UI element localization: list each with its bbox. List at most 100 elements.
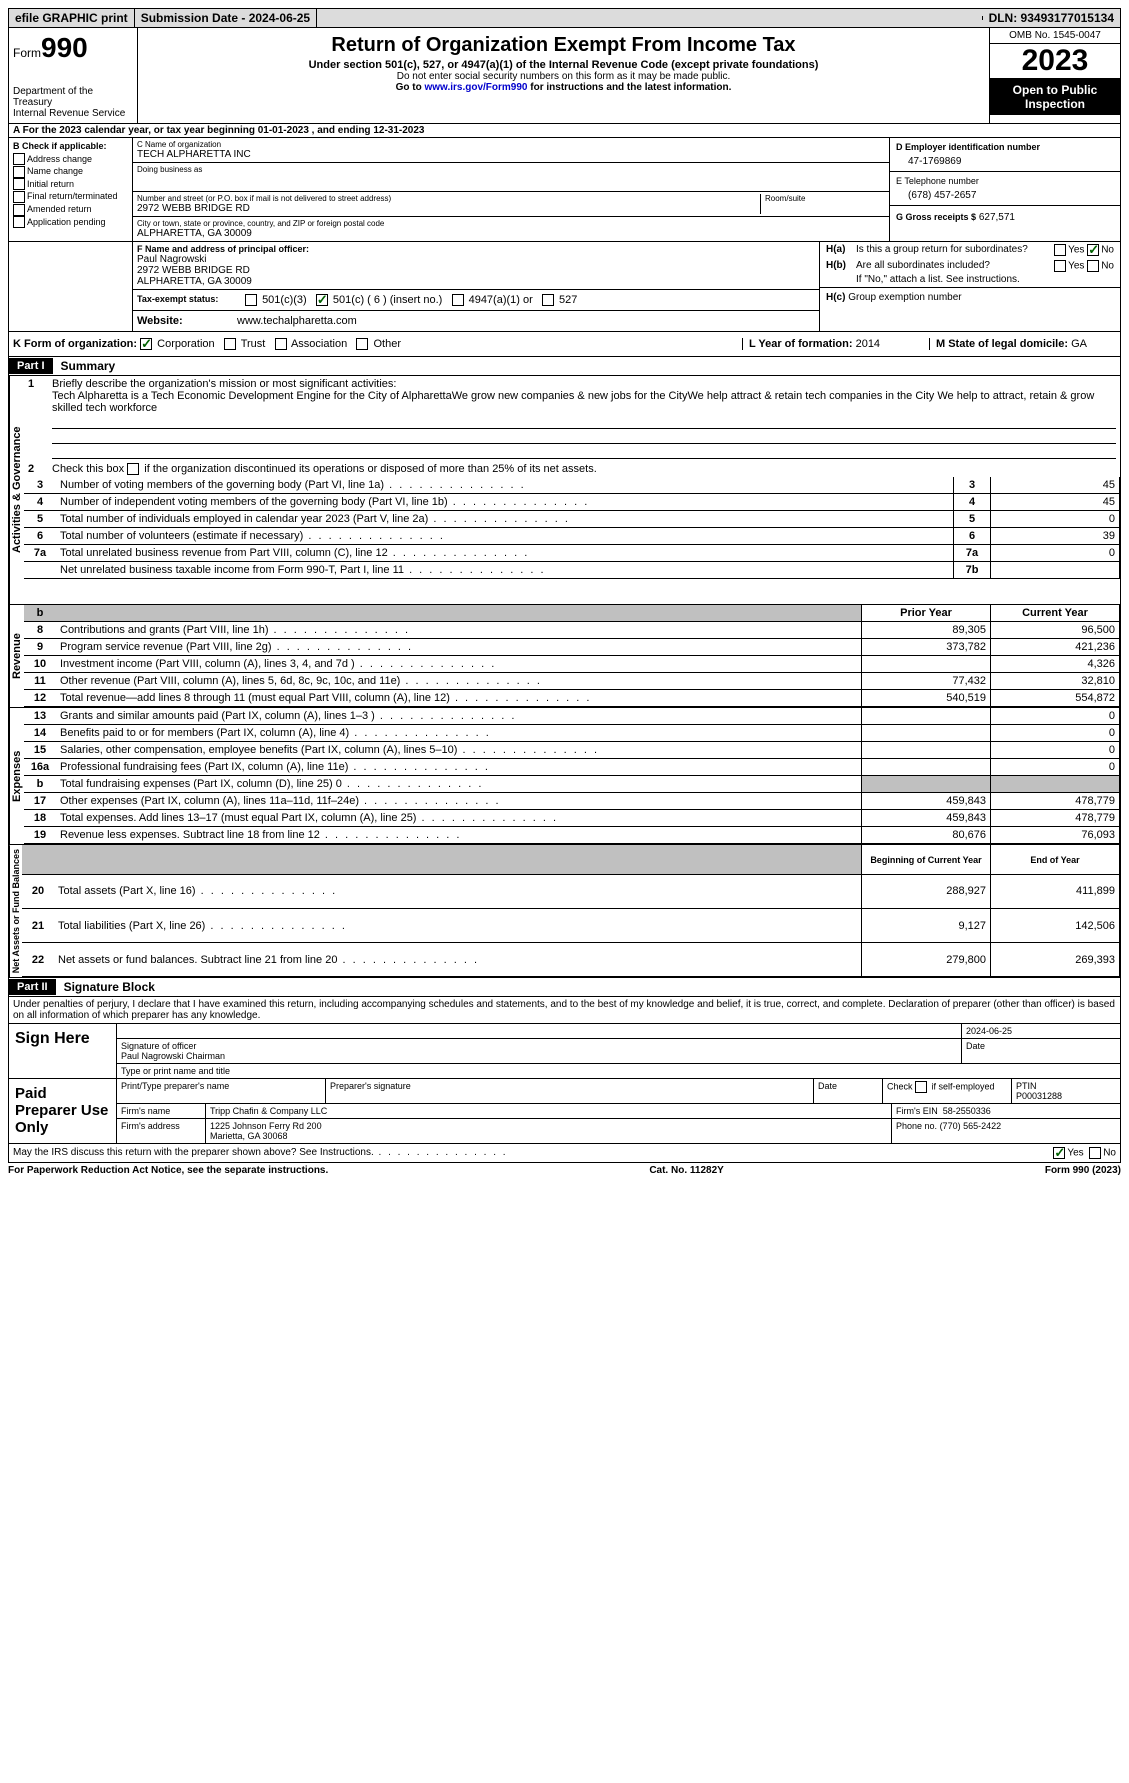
city-row: City or town, state or province, country… xyxy=(133,217,889,241)
tab-expenses: Expenses xyxy=(9,708,24,844)
officer-name: Paul Nagrowski xyxy=(137,254,815,265)
chk-ha-no[interactable] xyxy=(1087,244,1099,256)
perjury-declaration: Under penalties of perjury, I declare th… xyxy=(8,997,1121,1024)
chk-other[interactable] xyxy=(356,338,368,350)
expenses-table: 13Grants and similar amounts paid (Part … xyxy=(24,708,1120,844)
gross-receipts-row: G Gross receipts $ 627,571 xyxy=(890,206,1120,229)
tax-year: 2023 xyxy=(990,44,1120,79)
chk-hb-no[interactable] xyxy=(1087,260,1099,272)
opt-application-pending[interactable]: Application pending xyxy=(13,216,128,229)
table-row: 17Other expenses (Part IX, column (A), l… xyxy=(24,793,1120,810)
section-h: H(a) Is this a group return for subordin… xyxy=(820,242,1120,331)
form-label: Form xyxy=(13,46,41,60)
header-mid: Return of Organization Exempt From Incom… xyxy=(138,28,989,123)
chk-trust[interactable] xyxy=(224,338,236,350)
dba-label: Doing business as xyxy=(137,165,885,174)
firm-ein-value: 58-2550336 xyxy=(943,1106,991,1116)
discuss-row: May the IRS discuss this return with the… xyxy=(8,1144,1121,1163)
h-a-row: H(a) Is this a group return for subordin… xyxy=(820,242,1120,258)
dept-treasury: Department of the Treasury xyxy=(13,86,133,108)
governance-table: 3Number of voting members of the governi… xyxy=(24,477,1120,579)
open-to-public: Open to Public Inspection xyxy=(990,79,1120,115)
table-row: bTotal fundraising expenses (Part IX, co… xyxy=(24,776,1120,793)
table-row: 10Investment income (Part VIII, column (… xyxy=(24,656,1120,673)
opt-initial-return[interactable]: Initial return xyxy=(13,178,128,191)
table-header-row: Beginning of Current YearEnd of Year xyxy=(22,845,1120,874)
prep-sig-label: Preparer's signature xyxy=(326,1079,814,1103)
part2-header: Part II Signature Block xyxy=(8,978,1121,997)
chk-hb-yes[interactable] xyxy=(1054,260,1066,272)
submission-date: Submission Date - 2024-06-25 xyxy=(135,9,317,27)
mission-text: Tech Alpharetta is a Tech Economic Devel… xyxy=(52,390,1094,414)
firm-phone-value: (770) 565-2422 xyxy=(940,1121,1002,1131)
chk-4947[interactable] xyxy=(452,294,464,306)
chk-527[interactable] xyxy=(542,294,554,306)
paid-preparer-row: Paid Preparer Use Only Print/Type prepar… xyxy=(9,1078,1120,1143)
revenue-table: bPrior YearCurrent Year8Contributions an… xyxy=(24,605,1120,707)
chk-corporation[interactable] xyxy=(140,338,152,350)
irs-label: Internal Revenue Service xyxy=(13,108,133,119)
tab-governance: Activities & Governance xyxy=(9,376,24,604)
section-d: D Employer identification number 47-1769… xyxy=(890,138,1120,241)
section-i: Tax-exempt status: 501(c)(3) 501(c) ( 6 … xyxy=(133,290,819,311)
sig-officer-row: Signature of officer Paul Nagrowski Chai… xyxy=(117,1039,1120,1064)
ein-value: 47-1769869 xyxy=(896,152,1114,167)
section-b-label: B Check if applicable: xyxy=(13,140,128,153)
firm-name-label: Firm's name xyxy=(117,1104,206,1118)
opt-amended-return[interactable]: Amended return xyxy=(13,203,128,216)
website-label: Website: xyxy=(137,315,237,327)
opt-address-change[interactable]: Address change xyxy=(13,153,128,166)
table-row: 16aProfessional fundraising fees (Part I… xyxy=(24,759,1120,776)
phone-value: (678) 457-2657 xyxy=(896,186,1114,201)
self-employed-cell: Check if self-employed xyxy=(883,1079,1012,1103)
part1-title: Summary xyxy=(53,357,124,375)
firm-ein-cell: Firm's EIN 58-2550336 xyxy=(892,1104,1120,1118)
irs-link[interactable]: www.irs.gov/Form990 xyxy=(424,82,527,93)
h-b-row: H(b) Are all subordinates included? Yes … xyxy=(820,258,1120,274)
opt-name-change[interactable]: Name change xyxy=(13,165,128,178)
bcd-block: B Check if applicable: Address change Na… xyxy=(8,138,1121,241)
sign-here-label: Sign Here xyxy=(9,1024,117,1078)
efile-print-label[interactable]: efile GRAPHIC print xyxy=(9,9,135,27)
signature-block: Sign Here 2024-06-25 Signature of office… xyxy=(8,1024,1121,1144)
line1: 1 Briefly describe the organization's mi… xyxy=(24,376,1120,461)
street-address: 2972 WEBB BRIDGE RD xyxy=(137,203,760,214)
firm-addr-label: Firm's address xyxy=(117,1119,206,1143)
org-name-label: C Name of organization xyxy=(137,140,885,149)
chk-501c3[interactable] xyxy=(245,294,257,306)
phone-row: E Telephone number (678) 457-2657 xyxy=(890,172,1120,206)
section-m: M State of legal domicile: GA xyxy=(929,338,1116,350)
ptin-cell: PTINP00031288 xyxy=(1012,1079,1120,1103)
gross-value: 627,571 xyxy=(979,212,1015,223)
prep-name-label: Print/Type preparer's name xyxy=(117,1079,326,1103)
form-of-org-label: K Form of organization: xyxy=(13,338,137,350)
gross-label: G Gross receipts $ xyxy=(896,212,976,222)
table-row: 4Number of independent voting members of… xyxy=(24,494,1120,511)
goto-note: Go to www.irs.gov/Form990 for instructio… xyxy=(146,82,981,93)
table-row: 21Total liabilities (Part X, line 26)9,1… xyxy=(22,909,1120,943)
section-c: C Name of organization TECH ALPHARETTA I… xyxy=(133,138,890,241)
mission-underline3 xyxy=(52,444,1116,459)
ptin-value: P00031288 xyxy=(1016,1091,1062,1101)
chk-501c[interactable] xyxy=(316,294,328,306)
header-left: Form990 Department of the Treasury Inter… xyxy=(9,28,138,123)
tax-exempt-options: 501(c)(3) 501(c) ( 6 ) (insert no.) 4947… xyxy=(241,290,581,310)
officer-addr1: 2972 WEBB BRIDGE RD xyxy=(137,265,815,276)
page-footer: For Paperwork Reduction Act Notice, see … xyxy=(8,1163,1121,1178)
h-b-label: Are all subordinates included? xyxy=(856,260,1054,272)
opt-final-return[interactable]: Final return/terminated xyxy=(13,190,128,203)
chk-association[interactable] xyxy=(275,338,287,350)
chk-self-employed[interactable] xyxy=(915,1081,927,1093)
h-b-note: If "No," attach a list. See instructions… xyxy=(820,274,1120,288)
chk-ha-yes[interactable] xyxy=(1054,244,1066,256)
chk-discontinued[interactable] xyxy=(127,463,139,475)
sig-type-row: Type or print name and title xyxy=(117,1064,1120,1078)
tab-netassets: Net Assets or Fund Balances xyxy=(9,845,22,977)
city-label: City or town, state or province, country… xyxy=(137,219,885,228)
form-number: Form990 xyxy=(13,32,133,64)
chk-discuss-no[interactable] xyxy=(1089,1147,1101,1159)
table-row: 12Total revenue—add lines 8 through 11 (… xyxy=(24,690,1120,707)
chk-discuss-yes[interactable] xyxy=(1053,1147,1065,1159)
revenue-block: Revenue bPrior YearCurrent Year8Contribu… xyxy=(8,605,1121,708)
firm-addr-value: 1225 Johnson Ferry Rd 200Marietta, GA 30… xyxy=(206,1119,892,1143)
